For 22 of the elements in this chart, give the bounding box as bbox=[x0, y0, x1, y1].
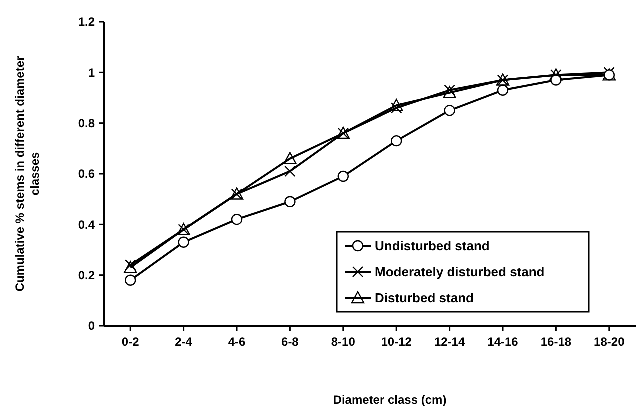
x-tick-label: 0-2 bbox=[122, 335, 140, 349]
y-tick-label: 0.4 bbox=[78, 218, 96, 232]
x-tick-label: 18-20 bbox=[594, 335, 626, 349]
y-tick-label: 1.2 bbox=[78, 15, 96, 30]
y-tick-label: 0.8 bbox=[78, 116, 96, 131]
y-axis-title: Cumulative % stems in different diameter classes bbox=[13, 56, 42, 292]
x-tick-label: 2-4 bbox=[175, 335, 193, 349]
y-tick-label: 1 bbox=[88, 66, 96, 80]
x-axis-title: Diameter class (cm) bbox=[333, 393, 447, 407]
legend-label: Undisturbed stand bbox=[375, 238, 490, 254]
y-tick-label: 0.6 bbox=[78, 167, 96, 182]
legend-label: Disturbed stand bbox=[375, 290, 474, 306]
y-tick-label: 0 bbox=[88, 319, 96, 334]
legend-label: Moderately disturbed stand bbox=[375, 264, 545, 280]
y-tick-label: 0.2 bbox=[78, 268, 96, 283]
x-tick-label: 10-12 bbox=[381, 335, 412, 349]
x-tick-label: 12-14 bbox=[434, 335, 466, 349]
x-tick-label: 8-10 bbox=[331, 335, 356, 349]
x-tick-label: 6-8 bbox=[282, 335, 300, 349]
x-tick-label: 16-18 bbox=[540, 335, 572, 349]
x-tick-label: 4-6 bbox=[228, 335, 246, 349]
x-tick-label: 14-16 bbox=[488, 335, 519, 349]
